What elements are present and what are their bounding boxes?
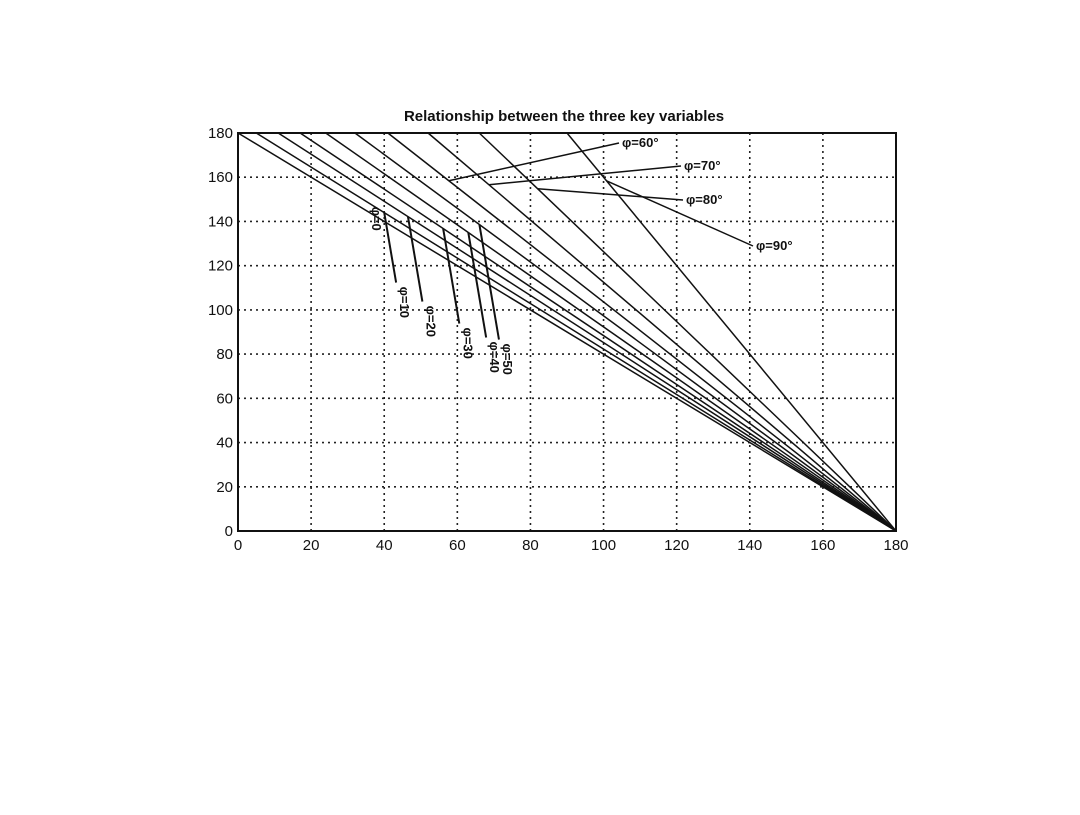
x-tick-label: 100 — [591, 537, 616, 554]
annotation-label: φ=0 — [369, 207, 384, 231]
annotation-label: φ=80° — [686, 192, 723, 207]
annotation-label: φ=90° — [756, 238, 793, 253]
annotation-leader — [537, 187, 684, 201]
series-line — [255, 132, 897, 532]
x-tick-label: 20 — [303, 537, 320, 554]
series-line — [427, 132, 897, 532]
x-tick-label: 140 — [737, 537, 762, 554]
x-tick-label: 80 — [522, 537, 539, 554]
annotation-label: φ=50 — [500, 344, 515, 375]
x-tick-label: 60 — [449, 537, 466, 554]
series-line — [478, 132, 897, 532]
x-tick-label: 180 — [883, 537, 908, 554]
y-tick-label: 100 — [208, 302, 233, 319]
annotation-leader — [383, 212, 398, 283]
plot-area-frame — [237, 132, 897, 532]
chart-title: Relationship between the three key varia… — [404, 108, 724, 125]
x-tick-label: 40 — [376, 537, 393, 554]
annotation-leader — [442, 228, 461, 324]
y-tick-label: 180 — [208, 125, 233, 142]
annotation-label: φ=60° — [622, 135, 659, 150]
y-tick-label: 60 — [216, 390, 233, 407]
annotation-leaders — [383, 142, 754, 340]
series-line — [237, 132, 897, 532]
y-tick-label: 0 — [225, 523, 233, 540]
y-tick-label: 120 — [208, 258, 233, 275]
annotation-label: φ=10 — [397, 287, 412, 318]
series-line — [566, 132, 897, 532]
series-lines — [237, 132, 897, 532]
annotation-leader — [606, 180, 754, 247]
annotation-label: φ=70° — [684, 158, 721, 173]
annotation-leader — [448, 142, 620, 182]
y-tick-label: 140 — [208, 213, 233, 230]
annotation-label: φ=20 — [423, 306, 438, 337]
y-tick-label: 80 — [216, 346, 233, 363]
axis-ticks: 0 20 40 60 80 100 120 140 160 180 0 20 40 60 80 100 120 1… — [208, 125, 909, 554]
series-line — [277, 132, 897, 532]
y-tick-label: 160 — [208, 169, 233, 186]
annotation-leader — [478, 224, 500, 340]
annotation-label: φ=30 — [460, 328, 475, 359]
x-tick-label: 120 — [664, 537, 689, 554]
y-tick-label: 40 — [216, 435, 233, 452]
series-line — [354, 132, 897, 532]
x-tick-label: 160 — [810, 537, 835, 554]
annotation-leader — [467, 232, 488, 338]
annotation-leader — [406, 216, 424, 302]
series-line — [387, 132, 897, 532]
y-tick-label: 20 — [216, 479, 233, 496]
series-line — [325, 132, 897, 532]
annotation-labels: φ=0 φ=10 φ=20 φ=30 φ=40φ=50 φ=60° φ=70° φ=80° φ=… — [369, 135, 793, 375]
series-line — [299, 132, 897, 532]
annotation-label: φ=40 — [487, 342, 502, 373]
annotation-leader — [488, 165, 682, 186]
x-tick-label: 0 — [234, 537, 242, 554]
